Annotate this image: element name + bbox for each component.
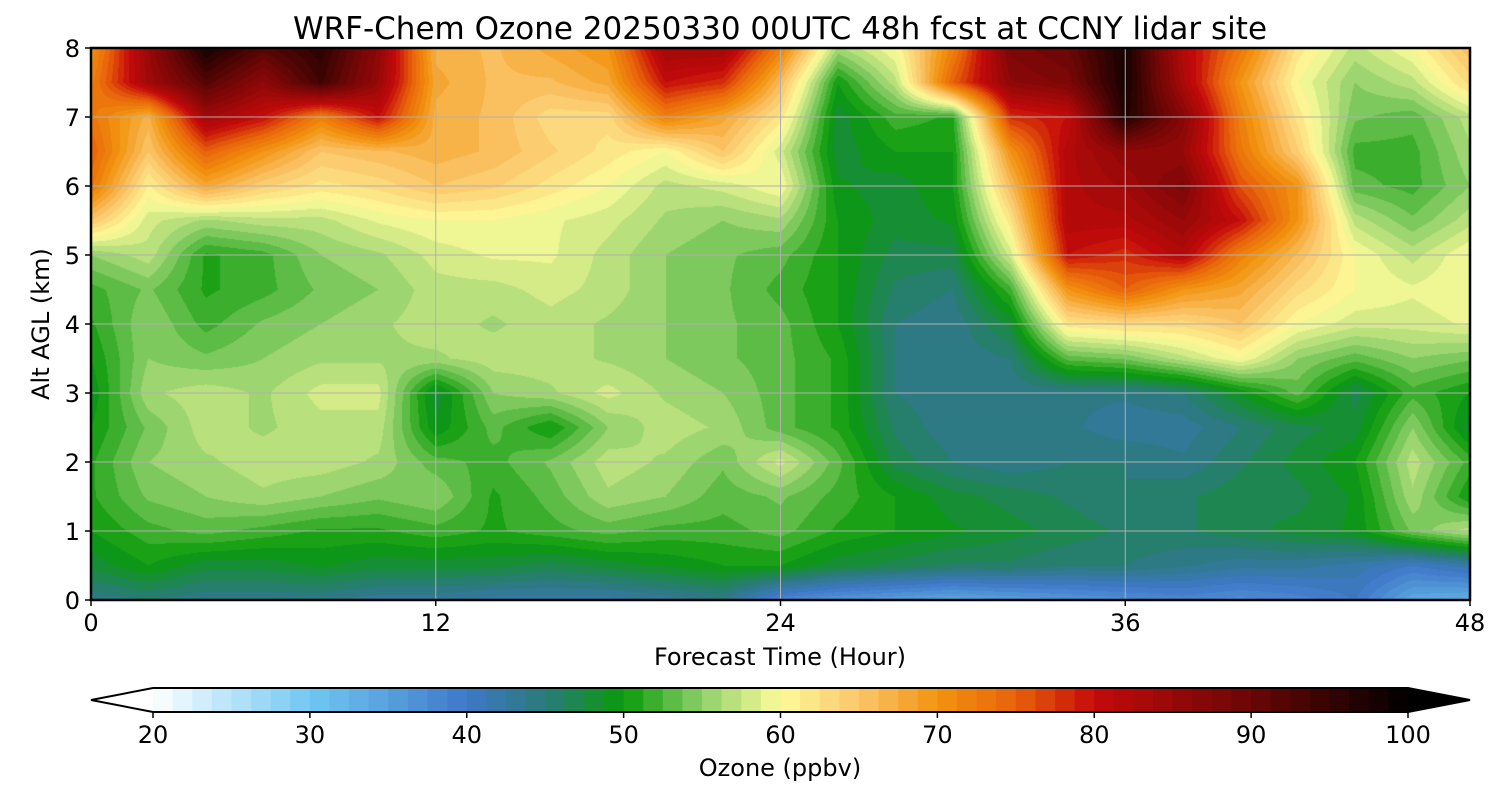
colorbar-tick-label: 90 [1236,721,1267,749]
colorbar-segment [898,688,919,712]
colorbar-segment [545,688,566,712]
colorbar-segment [1015,688,1037,712]
colorbar-segment [584,688,605,712]
colorbar-segment [309,688,331,712]
y-tick-label: 1 [65,518,80,546]
y-tick-label: 6 [65,173,80,201]
colorbar-segment [251,688,272,712]
colorbar-segment [682,688,703,712]
colorbar-segment [525,688,546,712]
colorbar-segment [702,688,723,712]
colorbar-segment [1192,688,1213,712]
colorbar-segment [780,688,801,712]
x-axis-label: Forecast Time (Hour) [654,643,906,671]
colorbar-segment [1113,688,1135,712]
colorbar-segment [1368,688,1389,712]
colorbar-segment [270,688,291,712]
colorbar-segment [741,688,762,712]
colorbar-segment [996,688,1017,712]
colorbar-segment [760,688,782,712]
y-tick-label: 5 [65,242,80,270]
colorbar-segment [505,688,527,712]
y-tick-label: 8 [65,35,80,63]
x-tick-label: 0 [83,609,98,637]
y-tick-label: 3 [65,380,80,408]
x-tick-label: 24 [765,609,796,637]
colorbar-segment [466,688,487,712]
colorbar-segment [1133,688,1154,712]
x-ticks: 0 12 24 36 48 [83,600,1485,637]
y-axis-label: Alt AGL (km) [27,248,55,400]
x-tick-label: 48 [1455,609,1486,637]
colorbar-segment [1153,688,1174,712]
x-tick-label: 12 [420,609,451,637]
colorbar-tick-label: 50 [608,721,639,749]
colorbar [90,687,1471,713]
colorbar-segment [231,688,252,712]
colorbar-segment [1231,688,1252,712]
colorbar-segment [192,688,213,712]
colorbar-segment [956,688,978,712]
colorbar-segment [1388,688,1409,712]
colorbar-segment [564,688,586,712]
colorbar-segment [858,688,880,712]
colorbar-tick-label: 100 [1385,721,1431,749]
y-tick-label: 0 [65,587,80,615]
colorbar-segment [1270,688,1291,712]
x-tick-label: 36 [1110,609,1141,637]
colorbar-segment [937,688,958,712]
chart-title: WRF-Chem Ozone 20250330 00UTC 48h fcst a… [293,11,1267,47]
colorbar-segment [1035,688,1056,712]
colorbar-segment [1349,688,1370,712]
colorbar-segment [407,688,429,712]
colorbar-segment [878,688,899,712]
colorbar-segment [662,688,684,712]
colorbar-segment [604,688,625,712]
colorbar-segment [1055,688,1076,712]
colorbar-segment [917,688,938,712]
colorbar-segment [1251,688,1272,712]
colorbar-segment [388,688,409,712]
colorbar-segment [486,688,507,712]
colorbar-segment [447,688,468,712]
y-ticks: 0 1 2 3 4 5 6 7 8 [65,35,91,615]
colorbar-segment [976,688,997,712]
colorbar-segment [1172,688,1193,712]
colorbar-segment [329,688,350,712]
colorbar-segment [721,688,742,712]
y-tick-label: 4 [65,311,80,339]
colorbar-tick-label: 40 [451,721,482,749]
y-tick-label: 2 [65,449,80,477]
colorbar-high-extend [1408,688,1470,712]
colorbar-segment [211,688,233,712]
colorbar-segment [290,688,311,712]
colorbar-segment [1290,688,1311,712]
colorbar-segment [1074,688,1095,712]
colorbar-tick-label: 60 [765,721,796,749]
colorbar-tick-label: 70 [922,721,953,749]
y-tick-label: 7 [65,104,80,132]
colorbar-segment [349,688,370,712]
colorbar-ticks: 20 30 40 50 60 70 80 90 100 [138,712,1431,749]
colorbar-label: Ozone (ppbv) [699,754,861,782]
colorbar-segment [1329,688,1350,712]
colorbar-tick-label: 80 [1079,721,1110,749]
colorbar-segment [153,688,174,712]
colorbar-segment [800,688,821,712]
colorbar-segment [1309,688,1331,712]
colorbar-low-extend [91,688,153,712]
colorbar-tick-label: 20 [138,721,169,749]
colorbar-segment [427,688,448,712]
colorbar-segment [368,688,389,712]
colorbar-tick-label: 30 [295,721,326,749]
colorbar-segment [623,688,644,712]
colorbar-segment [643,688,664,712]
colorbar-segment [172,688,193,712]
colorbar-segment [819,688,840,712]
colorbar-segment [1094,688,1115,712]
colorbar-segment [1211,688,1233,712]
colorbar-segment [839,688,860,712]
